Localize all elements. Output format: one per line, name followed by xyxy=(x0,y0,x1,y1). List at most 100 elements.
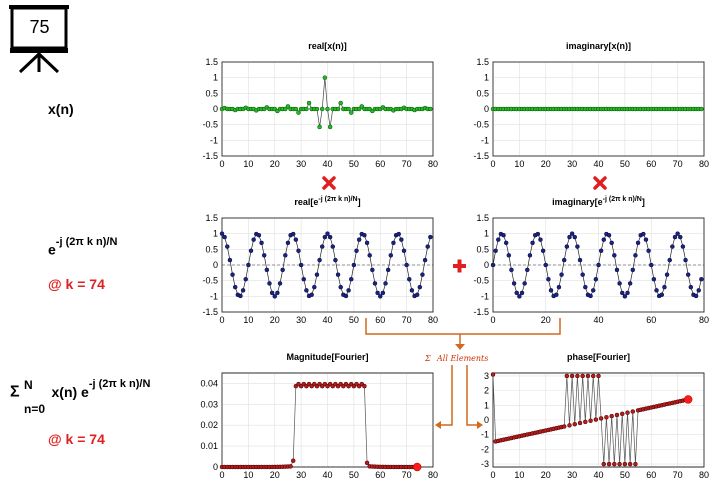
data-point xyxy=(564,373,570,379)
data-point xyxy=(501,232,506,238)
data-point xyxy=(606,461,612,467)
x-tick-label: 60 xyxy=(375,470,385,480)
data-point xyxy=(503,240,509,246)
data-point xyxy=(298,262,304,268)
chart-real-kernel: real[e-j (2π k n)/N]0 10 20 30 40 50 60 70 801.5… xyxy=(202,196,438,325)
data-point xyxy=(569,373,575,379)
data-point xyxy=(367,253,372,258)
data-point xyxy=(590,373,596,379)
x-tick-label: 30 xyxy=(296,159,306,169)
data-point xyxy=(428,234,433,240)
data-point xyxy=(672,234,678,240)
x-tick-label: 30 xyxy=(296,470,306,480)
data-point xyxy=(314,106,320,112)
current-k-marker xyxy=(412,462,422,472)
data-point xyxy=(322,234,328,240)
data-point xyxy=(596,262,601,268)
sum-connector xyxy=(365,318,561,350)
k-value-label-bottom: @ k = 74 xyxy=(48,431,105,447)
slide-number: 75 xyxy=(29,17,50,37)
data-point xyxy=(678,234,683,240)
data-point xyxy=(635,240,641,246)
all-elements-label: All Elements xyxy=(436,354,488,363)
multiply-icon xyxy=(593,176,607,190)
data-point xyxy=(538,237,543,242)
data-point xyxy=(572,234,578,240)
x-tick-label: 0 xyxy=(490,315,495,325)
data-point xyxy=(627,461,633,467)
data-point xyxy=(696,288,701,293)
data-point xyxy=(675,231,680,236)
sum-body: x(n) e xyxy=(51,383,89,400)
data-point xyxy=(401,248,407,254)
y-tick-label: 1 xyxy=(213,229,218,239)
y-tick-label: 1 xyxy=(484,73,489,83)
data-point xyxy=(699,106,704,112)
data-point xyxy=(251,237,256,242)
kernel-exponent: -j (2π k n)/N xyxy=(55,236,118,248)
y-tick-label: -1 xyxy=(210,135,218,145)
data-point xyxy=(348,110,354,115)
data-point xyxy=(583,419,588,425)
data-point xyxy=(630,267,636,273)
data-point xyxy=(580,272,585,277)
x-tick-label: 40 xyxy=(593,470,603,480)
data-point xyxy=(530,240,535,246)
plot-border xyxy=(492,372,705,468)
data-point xyxy=(680,244,686,249)
data-point xyxy=(596,373,601,379)
y-tick-label: -1.5 xyxy=(473,151,489,161)
kernel-base: e xyxy=(48,241,56,258)
x-tick-label: 80 xyxy=(699,470,709,480)
data-point xyxy=(409,288,415,293)
y-tick-label: 1 xyxy=(484,229,489,239)
data-point xyxy=(609,240,614,246)
data-point xyxy=(664,272,670,277)
data-point xyxy=(622,461,628,467)
x-tick-label: 80 xyxy=(428,470,438,480)
data-point xyxy=(425,244,430,249)
chart-title: phase[Fourier] xyxy=(567,352,630,362)
data-point xyxy=(519,290,525,296)
x-tick-label: 60 xyxy=(646,159,656,169)
data-point xyxy=(543,262,548,268)
data-point xyxy=(561,424,567,429)
data-point xyxy=(322,75,328,80)
data-point xyxy=(588,418,593,423)
x-tick-label: 0 xyxy=(490,159,495,169)
data-point xyxy=(688,284,694,290)
x-tick-label: 0 xyxy=(219,159,224,169)
data-point xyxy=(259,240,264,246)
data-point xyxy=(290,231,296,237)
y-tick-label: -2 xyxy=(481,444,489,454)
sum-lower-limit: n=0 xyxy=(24,402,46,416)
data-point xyxy=(683,257,688,263)
x-tick-label: 60 xyxy=(646,470,656,480)
x-tick-label: 0 xyxy=(219,470,224,480)
data-point xyxy=(335,106,341,112)
data-point xyxy=(630,409,636,414)
data-point xyxy=(301,276,307,282)
x-tick-label: 50 xyxy=(620,159,630,169)
data-point xyxy=(319,106,325,112)
data-point xyxy=(422,257,428,263)
data-point xyxy=(633,461,638,467)
y-tick-label: -0.5 xyxy=(473,120,489,130)
y-tick-label: -0.5 xyxy=(202,120,218,130)
y-tick-label: 0.02 xyxy=(200,420,218,430)
data-point xyxy=(670,244,675,249)
arrowhead-right xyxy=(477,421,483,429)
chart-imag-kernel: imaginary[e-j (2π k n)/N] 0 20 40 60 80 1.5 1 0.… xyxy=(473,196,709,325)
data-point xyxy=(567,234,572,240)
x-tick-label: 40 xyxy=(593,315,603,325)
data-point xyxy=(243,276,248,282)
data-point xyxy=(372,281,378,286)
x-tick-label: 80 xyxy=(699,159,709,169)
chart-title: real[x(n)] xyxy=(308,41,347,51)
data-point xyxy=(378,294,383,299)
data-point xyxy=(269,290,275,296)
data-point xyxy=(346,106,351,112)
data-point xyxy=(304,106,309,112)
